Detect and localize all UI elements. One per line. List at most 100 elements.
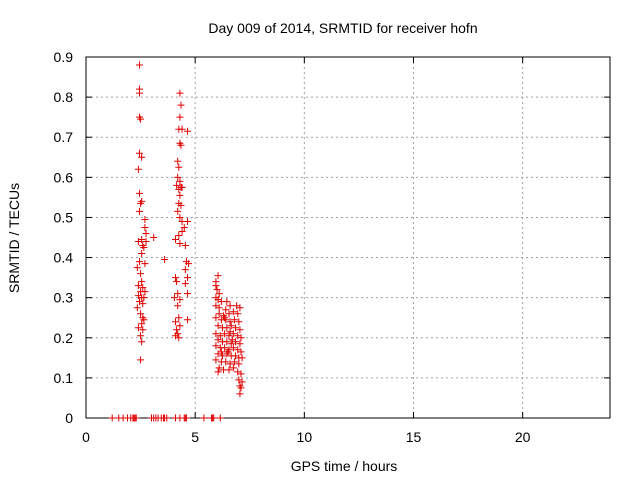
data-point (142, 238, 150, 246)
data-point (177, 101, 185, 109)
x-tick-label: 15 (406, 429, 422, 445)
axis-ticks: 0 0.1 0.2 0.3 0.4 0.5 0.6 0.7 0.8 0.9 0 5 10 15 20 (54, 49, 610, 445)
data-point (173, 278, 181, 286)
data-point (137, 115, 145, 123)
data-point (228, 336, 236, 344)
data-point (238, 354, 246, 362)
data-point (170, 294, 178, 302)
data-point (139, 284, 147, 292)
data-point (175, 231, 183, 239)
data-point (216, 414, 224, 422)
data-point (181, 280, 189, 288)
data-point (138, 153, 146, 161)
data-point (225, 310, 233, 318)
x-tick-label: 5 (191, 429, 199, 445)
data-point (176, 213, 184, 221)
data-point (174, 290, 182, 298)
data-point (137, 332, 145, 340)
data-point (223, 298, 231, 306)
data-point (178, 227, 186, 235)
data-point (137, 199, 145, 207)
data-point (216, 332, 224, 340)
data-point (175, 334, 183, 342)
data-point (172, 236, 180, 244)
data-point (236, 304, 244, 312)
data-point (184, 290, 192, 298)
data-point (180, 223, 188, 231)
data-point (141, 288, 149, 296)
data-point (137, 270, 145, 278)
data-point (212, 314, 220, 322)
data-point (237, 370, 245, 378)
data-point (212, 356, 220, 364)
data-point (184, 217, 192, 225)
data-point (134, 165, 142, 173)
data-point (172, 318, 180, 326)
data-point (177, 141, 185, 149)
data-point (175, 163, 183, 171)
data-point (221, 314, 229, 322)
data-point (176, 113, 184, 121)
data-point (230, 358, 238, 366)
data-point (135, 89, 143, 97)
data-point (133, 304, 141, 312)
data-point (176, 191, 184, 199)
data-point (135, 149, 143, 157)
data-point (229, 364, 237, 372)
data-point (237, 334, 245, 342)
data-point (135, 258, 143, 266)
data-point (237, 348, 245, 356)
data-point (214, 336, 222, 344)
data-point (212, 330, 220, 338)
y-tick-label: 0.2 (54, 330, 74, 346)
data-point (178, 183, 186, 191)
y-tick-label: 0.3 (54, 290, 74, 306)
data-points (108, 61, 246, 422)
data-point (175, 314, 183, 322)
data-point (217, 348, 225, 356)
data-point (223, 324, 231, 332)
data-point (142, 229, 150, 237)
data-point (182, 414, 190, 422)
data-point (234, 310, 242, 318)
data-point (227, 322, 235, 330)
y-tick-label: 0.6 (54, 169, 74, 185)
data-point (238, 378, 246, 386)
data-point (134, 282, 142, 290)
data-point (137, 356, 145, 364)
data-point (176, 89, 184, 97)
data-point (236, 390, 244, 398)
data-point (138, 250, 146, 258)
data-point (174, 302, 182, 310)
chart-title: Day 009 of 2014, SRMTID for receiver hof… (208, 20, 477, 36)
data-point (135, 207, 143, 215)
data-point (108, 414, 116, 422)
grid (86, 57, 610, 418)
data-point (135, 61, 143, 69)
data-point (214, 322, 222, 330)
data-point (227, 340, 235, 348)
data-point (214, 272, 222, 280)
data-point (185, 260, 193, 268)
data-point (137, 310, 145, 318)
y-tick-label: 0.7 (54, 129, 74, 145)
data-point (237, 384, 245, 392)
y-tick-label: 0.9 (54, 49, 74, 65)
data-point (212, 282, 220, 290)
data-point (161, 256, 169, 264)
data-point (138, 320, 146, 328)
data-point (184, 127, 192, 135)
y-tick-label: 0.4 (54, 250, 74, 266)
data-point (236, 340, 244, 348)
data-point (222, 358, 230, 366)
data-point (181, 242, 189, 250)
y-tick-label: 0.8 (54, 89, 74, 105)
data-point (229, 308, 237, 316)
data-point (232, 324, 240, 332)
y-tick-label: 0.1 (54, 370, 74, 386)
data-point (176, 296, 184, 304)
data-point (221, 330, 229, 338)
data-point (210, 414, 218, 422)
data-point (176, 322, 184, 330)
